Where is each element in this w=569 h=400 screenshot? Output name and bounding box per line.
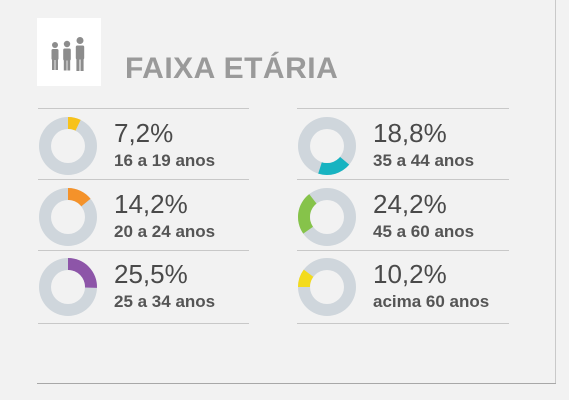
donut-hole [51, 129, 85, 163]
percent-value: 7,2% [114, 118, 174, 148]
people-icon [51, 37, 85, 71]
donut-chart [39, 117, 97, 175]
age-range-label: 20 a 24 anos [114, 222, 216, 241]
row-separator [297, 179, 509, 180]
age-range-label: 45 a 60 anos [373, 222, 475, 241]
row-separator [297, 250, 509, 251]
row-separator [297, 323, 509, 324]
percent-value: 18,8% [373, 118, 447, 148]
row-separator [38, 250, 249, 251]
donut-chart [298, 117, 356, 175]
donut-hole [310, 129, 344, 163]
age-range-label: acima 60 anos [373, 292, 490, 311]
age-item: 18,8% 35 a 44 anos [297, 112, 527, 180]
donut-hole [51, 200, 85, 234]
donut-segment [68, 258, 97, 288]
row-separator [38, 179, 249, 180]
percent-value: 25,5% [114, 259, 188, 289]
donut-hole [51, 270, 85, 304]
page-title: FAIXA ETÁRIA [125, 52, 339, 85]
donut-chart [39, 188, 97, 246]
donut-segment [298, 194, 317, 234]
age-item: 7,2% 16 a 19 anos [38, 112, 268, 180]
icon-box [37, 18, 101, 86]
age-item: 25,5% 25 a 34 anos [38, 253, 268, 321]
donut-chart [39, 258, 97, 316]
row-separator [297, 108, 509, 109]
row-separator [38, 323, 249, 324]
age-range-label: 16 a 19 anos [114, 151, 216, 170]
percent-value: 14,2% [114, 189, 188, 219]
row-separator [38, 108, 249, 109]
donut-chart [298, 258, 356, 316]
age-item: 24,2% 45 a 60 anos [297, 183, 527, 251]
bottom-rule [37, 383, 556, 384]
donut-chart [298, 188, 356, 246]
percent-value: 10,2% [373, 259, 447, 289]
donut-segment [68, 188, 91, 207]
donut-segment [68, 117, 81, 131]
age-item: 14,2% 20 a 24 anos [38, 183, 268, 251]
age-range-label: 35 a 44 anos [373, 151, 475, 170]
donut-segment [318, 156, 350, 175]
age-range-label: 25 a 34 anos [114, 292, 216, 311]
donut-segment [298, 269, 314, 287]
donut-hole [310, 270, 344, 304]
age-item: 10,2% acima 60 anos [297, 253, 527, 321]
donut-hole [310, 200, 344, 234]
percent-value: 24,2% [373, 189, 447, 219]
right-divider [555, 0, 556, 383]
